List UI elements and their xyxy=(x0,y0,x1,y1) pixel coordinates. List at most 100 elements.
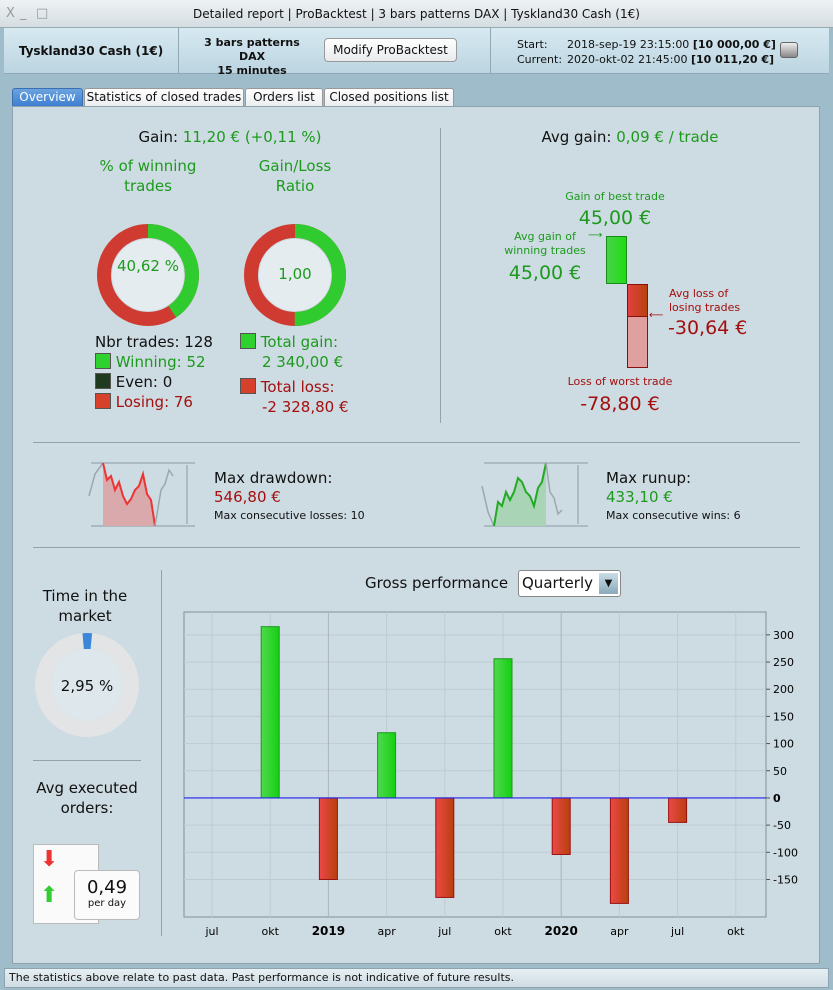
time-value: 2,95 % xyxy=(60,677,114,695)
arrow-left-icon: ⟵ xyxy=(649,310,664,321)
drawdown-sparkline-icon xyxy=(88,462,195,527)
current-label: Current: xyxy=(517,53,563,66)
bar-jul-2019 xyxy=(435,797,455,898)
avg-loss-value: -30,64 € xyxy=(668,317,748,339)
tab-orders-list[interactable]: Orders list xyxy=(245,88,323,106)
bar-okt-2018 xyxy=(260,626,280,799)
ratio-value: 1,00 xyxy=(278,265,312,283)
total-gain-swatch xyxy=(240,333,256,349)
orders-label: Avg executed orders: xyxy=(36,779,138,817)
nbr-trades: Nbr trades: 128 xyxy=(95,333,213,351)
arrow-down-icon: ⬇ xyxy=(40,847,59,872)
orders-value: 0,49 xyxy=(86,877,128,898)
losing-count: Losing: 76 xyxy=(115,393,193,411)
avg-win-value: 45,00 € xyxy=(508,262,582,284)
arrow-right-icon: ⟶ xyxy=(588,230,603,241)
time-arc xyxy=(35,633,139,737)
ratio-arc xyxy=(244,224,346,326)
timeframe: 15 minutes xyxy=(217,64,287,77)
tab-closed-positions[interactable]: Closed positions list xyxy=(324,88,454,106)
window-title: Detailed report | ProBacktest | 3 bars p… xyxy=(193,7,640,21)
avg-loss-bar xyxy=(627,284,648,317)
y-tick-label: 200 xyxy=(773,683,794,696)
arrow-up-icon: ⬆ xyxy=(40,883,59,908)
x-tick-label: okt xyxy=(494,925,512,938)
y-tick-label: 50 xyxy=(773,765,787,778)
max-wins: Max consecutive wins: 6 xyxy=(606,509,741,522)
total-loss-swatch xyxy=(240,378,256,394)
worst-label: Loss of worst trade xyxy=(567,375,673,388)
title-bar: Detailed report | ProBacktest | 3 bars p… xyxy=(0,0,833,28)
bar-apr-2020 xyxy=(609,797,629,904)
x-tick-label: 2019 xyxy=(312,924,345,938)
start-label: Start: xyxy=(517,38,548,51)
header-bar: Tyskland30 Cash (1€) 3 bars patterns DAX… xyxy=(4,28,829,77)
total-gain: 2 340,00 € xyxy=(262,353,344,371)
x-tick-label: 2020 xyxy=(544,924,577,938)
ratio-donut xyxy=(244,224,346,326)
avg-gain-label: Avg gain: xyxy=(541,128,612,146)
x-tick-label: jul xyxy=(437,925,451,938)
x-tick-label: apr xyxy=(377,925,396,938)
y-tick-label: 0 xyxy=(773,792,781,805)
start-date: 2018-sep-19 23:15:00 xyxy=(567,38,690,51)
total-loss: -2 328,80 € xyxy=(262,398,349,416)
worst-loss-bar xyxy=(627,317,648,368)
period-select[interactable]: Quarterly ▼ xyxy=(518,570,621,597)
even-count: Even: 0 xyxy=(115,373,173,391)
x-tick-label: okt xyxy=(261,925,279,938)
time-donut xyxy=(35,633,139,737)
bar-2020 xyxy=(551,797,571,855)
y-tick-label: 150 xyxy=(773,710,794,723)
runup-value: 433,10 € xyxy=(606,488,673,506)
status-bar: The statistics above relate to past data… xyxy=(4,968,829,988)
close-button[interactable]: X xyxy=(6,6,15,21)
chevron-down-icon[interactable]: ▼ xyxy=(599,573,618,594)
minimize-button[interactable]: _ xyxy=(20,6,27,21)
orders-unit: per day xyxy=(87,898,127,909)
time-label: Time in the market xyxy=(42,587,128,625)
gross-performance-chart: 300 250 200 150 100 50 0 -50 -100 -150 jul okt 2019 a… xyxy=(183,611,798,938)
avg-win-label: Avg gain of winning trades xyxy=(504,230,586,257)
drawdown-label: Max drawdown: xyxy=(214,469,333,487)
y-tick-label: 300 xyxy=(773,629,794,642)
current-value: [10 011,20 €] xyxy=(690,53,775,66)
x-tick-label: okt xyxy=(727,925,745,938)
instrument-name: Tyskland30 Cash (1€) xyxy=(18,44,164,58)
avg-win-bar xyxy=(606,236,627,284)
x-tick-label: apr xyxy=(610,925,629,938)
period-selected: Quarterly xyxy=(522,574,593,592)
avg-loss-label: Avg loss of losing trades xyxy=(669,287,741,314)
even-swatch xyxy=(95,373,111,389)
tab-overview[interactable]: Overview xyxy=(12,88,83,106)
tab-statistics[interactable]: Statistics of closed trades xyxy=(84,88,244,106)
max-losses: Max consecutive losses: 10 xyxy=(214,509,365,522)
winning-swatch xyxy=(95,353,111,369)
winning-count: Winning: 52 xyxy=(115,353,206,371)
gain-value: 11,20 € (+0,11 %) xyxy=(182,128,322,146)
y-tick-label: 100 xyxy=(773,738,794,751)
worst-value: -78,80 € xyxy=(580,393,660,415)
perf-label: Gross performance xyxy=(365,574,509,592)
total-gain-label: Total gain: xyxy=(260,333,339,351)
ratio-title: Gain/Loss Ratio xyxy=(258,157,332,195)
bar-apr-2019 xyxy=(377,732,397,799)
total-loss-label: Total loss: xyxy=(260,378,335,396)
best-label: Gain of best trade xyxy=(565,190,665,203)
best-value: 45,00 € xyxy=(578,207,652,229)
y-tick-label: -150 xyxy=(773,873,798,886)
avg-gain-value: 0,09 € / trade xyxy=(616,128,719,146)
x-tick-label: jul xyxy=(204,925,218,938)
y-tick-label: -50 xyxy=(773,819,791,832)
x-tick-label: jul xyxy=(670,925,684,938)
print-icon[interactable] xyxy=(780,42,798,58)
y-tick-label: 250 xyxy=(773,656,794,669)
winning-pct: 40,62 % xyxy=(117,257,179,275)
y-tick-label: -100 xyxy=(773,846,798,859)
losing-swatch xyxy=(95,393,111,409)
winning-donut xyxy=(97,224,199,326)
modify-probacktest-button[interactable]: Modify ProBacktest xyxy=(324,38,457,62)
winning-arc xyxy=(97,224,199,326)
plot-area xyxy=(183,611,767,918)
maximize-button[interactable]: □ xyxy=(36,6,49,21)
